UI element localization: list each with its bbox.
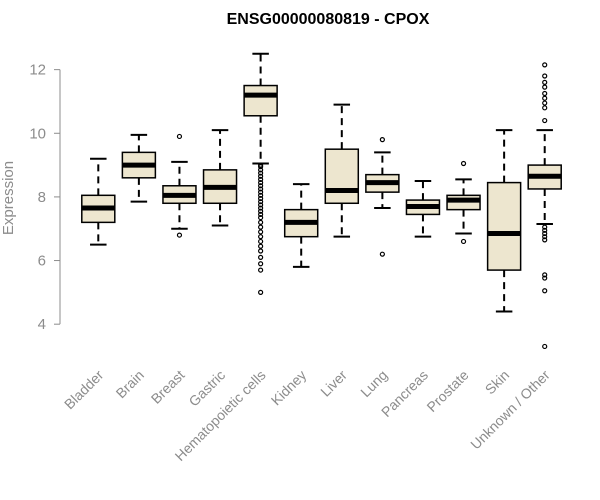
outlier-point — [258, 254, 264, 260]
y-axis: 4 6 8 10 12 — [29, 62, 61, 333]
x-tick-label: Skin — [482, 367, 513, 398]
outlier-point — [176, 232, 183, 238]
y-tick-label: 6 — [38, 253, 46, 270]
box-brain — [121, 133, 157, 203]
outlier-point — [542, 90, 548, 97]
outlier-point — [460, 238, 467, 245]
outlier-point — [542, 117, 548, 124]
y-tick-label: 10 — [29, 125, 46, 142]
outlier-point — [542, 234, 548, 240]
outlier-point — [258, 192, 264, 198]
y-axis-label: Expression — [0, 161, 17, 235]
outlier-point — [258, 248, 264, 254]
x-tick-label: Bladder — [61, 367, 107, 413]
outlier-point — [258, 229, 264, 235]
outlier-point — [258, 208, 264, 214]
box-skin — [486, 129, 522, 313]
outlier-point — [258, 189, 264, 195]
y-tick-label: 8 — [38, 189, 46, 206]
y-tick-label: 12 — [29, 62, 46, 79]
outlier-point — [542, 237, 548, 243]
x-tick-label: Breast — [148, 367, 188, 407]
box-gastric — [202, 129, 238, 227]
outlier-point — [542, 79, 548, 85]
outlier-point — [542, 73, 548, 79]
outlier-point — [258, 176, 264, 183]
outlier-point — [258, 261, 264, 267]
x-tick-label: Kidney — [268, 367, 310, 409]
outlier-point — [258, 202, 264, 208]
outlier-point — [258, 289, 264, 295]
chart-title: ENSG00000080819 - CPOX — [227, 11, 430, 28]
outlier-point — [542, 62, 548, 68]
outlier-point — [258, 179, 264, 186]
outlier-point — [258, 238, 264, 245]
outlier-point — [258, 214, 264, 221]
y-tick-label: 4 — [38, 316, 46, 333]
x-tick-label: Lung — [357, 367, 390, 400]
outlier-point — [258, 186, 264, 192]
outlier-point — [542, 84, 548, 90]
outlier-point — [542, 224, 548, 230]
outlier-point — [258, 195, 264, 202]
outlier-point — [258, 219, 264, 225]
outlier-point — [176, 133, 183, 140]
outlier-point — [542, 227, 548, 233]
x-tick-label: Liver — [317, 367, 350, 400]
outlier-point — [379, 137, 385, 143]
iqr-box — [486, 181, 522, 271]
outlier-point — [542, 288, 548, 294]
outlier-point — [258, 224, 264, 230]
box-pancreas — [405, 180, 441, 238]
outlier-point — [258, 199, 264, 205]
outlier-point — [542, 100, 548, 106]
boxes-layer — [81, 52, 562, 350]
box-kidney — [283, 183, 319, 268]
outlier-point — [258, 170, 264, 176]
outlier-point — [542, 105, 548, 111]
outlier-point — [258, 173, 264, 179]
iqr-box — [243, 84, 278, 117]
x-tick-label: Prostate — [423, 367, 471, 415]
outlier-point — [258, 234, 264, 240]
outlier-point — [258, 183, 264, 189]
outlier-point — [542, 272, 548, 278]
outlier-point — [258, 164, 264, 170]
box-bladder — [81, 157, 116, 246]
box-prostate — [446, 160, 481, 245]
outlier-point — [460, 160, 467, 167]
box-breast — [162, 133, 197, 238]
outlier-point — [542, 230, 548, 237]
outlier-point — [258, 243, 264, 249]
outlier-point — [542, 95, 548, 101]
box-hematopoietic-cells — [243, 52, 278, 295]
outlier-point — [258, 211, 264, 218]
outlier-point — [258, 205, 264, 211]
iqr-box — [324, 148, 360, 205]
box-unknown-other — [527, 62, 562, 350]
box-liver — [324, 103, 360, 238]
box-lung — [365, 137, 400, 257]
outlier-point — [542, 343, 548, 350]
outlier-point — [379, 251, 385, 257]
x-tick-label: Brain — [113, 367, 147, 401]
outlier-point — [258, 167, 264, 173]
outlier-point — [258, 267, 264, 273]
outlier-point — [542, 275, 548, 281]
